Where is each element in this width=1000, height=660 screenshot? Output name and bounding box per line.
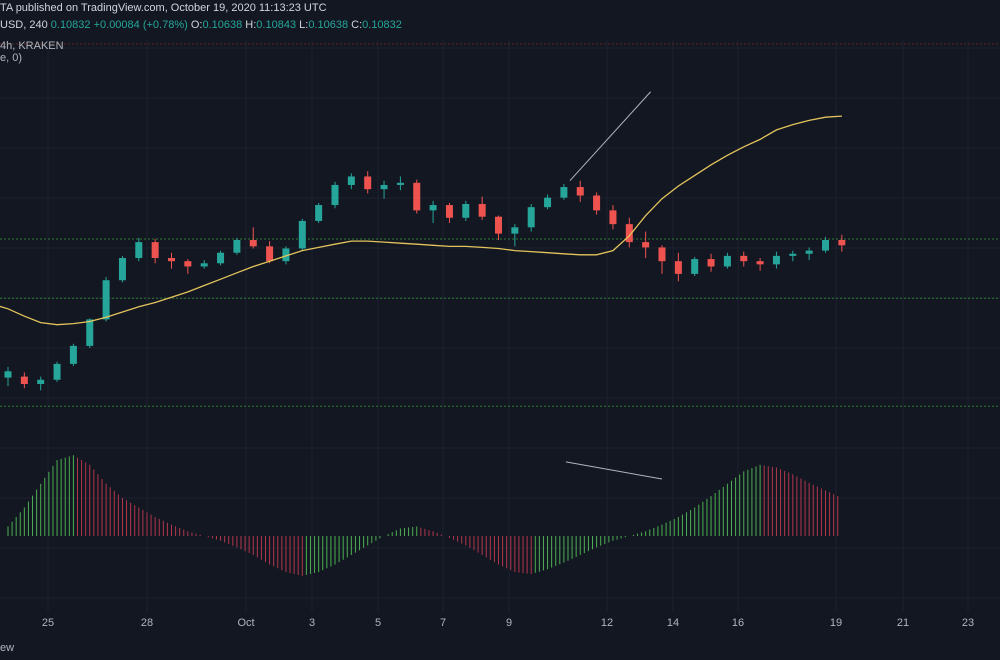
close-value: 0.10832 bbox=[362, 19, 402, 31]
candle-body bbox=[151, 242, 159, 258]
interval-exchange: 4h, KRAKEN bbox=[0, 40, 64, 52]
candle-body bbox=[740, 255, 748, 262]
candle-body bbox=[674, 261, 682, 274]
x-axis-tick-label: 16 bbox=[732, 617, 744, 629]
candle-body bbox=[707, 259, 715, 267]
ohlc-line: USD, 240 0.10832 +0.00084 (+0.78%) O:0.1… bbox=[0, 19, 402, 31]
candle-body bbox=[86, 319, 94, 346]
candle-body bbox=[838, 240, 846, 246]
candle-body bbox=[396, 182, 404, 185]
candle-body bbox=[822, 240, 829, 251]
x-axis-tick-label: 12 bbox=[601, 617, 613, 629]
candle-body bbox=[200, 263, 208, 267]
candle-body bbox=[135, 242, 143, 258]
candle-body bbox=[53, 363, 61, 380]
candle-body bbox=[445, 205, 453, 218]
candle-body bbox=[347, 176, 355, 185]
candle-body bbox=[266, 246, 274, 262]
x-axis-tick-label: 28 bbox=[141, 617, 153, 629]
candle-body bbox=[593, 195, 601, 211]
candle-body bbox=[527, 207, 535, 228]
high-value: 0.10843 bbox=[256, 19, 297, 31]
close-label: C: bbox=[351, 19, 363, 31]
candle-body bbox=[249, 240, 257, 247]
low-value: 0.10638 bbox=[308, 19, 349, 31]
candle-body bbox=[20, 376, 28, 384]
candle-body bbox=[756, 261, 764, 265]
open-value: 0.10638 bbox=[202, 19, 243, 31]
candle-body bbox=[217, 252, 225, 264]
moving-average-line bbox=[0, 115, 842, 326]
brand-watermark: ew bbox=[0, 642, 15, 654]
candle-body bbox=[298, 220, 306, 249]
x-axis-tick-label: 21 bbox=[897, 617, 909, 629]
candle-body bbox=[413, 182, 421, 211]
candle-body bbox=[102, 280, 110, 320]
candle-body bbox=[544, 197, 552, 208]
symbol-label: USD, 240 bbox=[0, 19, 48, 31]
candle-body bbox=[380, 184, 388, 190]
candle-body bbox=[168, 258, 175, 262]
candle-body bbox=[37, 379, 45, 384]
x-axis-tick-label: 3 bbox=[309, 617, 315, 629]
candle-body bbox=[315, 205, 323, 221]
candle-body bbox=[511, 227, 519, 234]
candle-body bbox=[805, 250, 813, 254]
x-axis-tick-label: Oct bbox=[237, 617, 254, 629]
indicator-params: e, 0) bbox=[0, 52, 23, 64]
publish-line: TA published on TradingView.com, October… bbox=[0, 2, 327, 14]
candle-body bbox=[691, 259, 699, 274]
price-trendline bbox=[569, 91, 652, 182]
candle-body bbox=[462, 204, 470, 218]
candle-body bbox=[772, 255, 780, 265]
candle-body bbox=[233, 240, 241, 253]
x-axis-tick-label: 19 bbox=[830, 617, 842, 629]
candle-body bbox=[69, 345, 77, 364]
candle-body bbox=[609, 210, 617, 225]
open-label: O: bbox=[190, 19, 203, 31]
x-axis-tick-label: 23 bbox=[962, 617, 974, 629]
candle-body bbox=[118, 258, 126, 281]
last-price: 0.10832 bbox=[50, 19, 91, 31]
price-change: +0.00084 (+0.78%) bbox=[93, 19, 188, 31]
x-axis-tick-label: 7 bbox=[440, 617, 446, 629]
candle-body bbox=[576, 187, 584, 196]
candle-body bbox=[478, 204, 486, 217]
candle-body bbox=[560, 187, 568, 198]
candle-body bbox=[364, 176, 372, 190]
candle-body bbox=[184, 261, 192, 267]
x-axis-tick-label: 14 bbox=[667, 617, 679, 629]
candle-body bbox=[4, 371, 12, 378]
candle-body bbox=[789, 253, 797, 256]
candle-body bbox=[429, 205, 437, 211]
high-label: H: bbox=[245, 19, 257, 31]
candle-body bbox=[331, 184, 339, 206]
x-axis-tick-label: 9 bbox=[506, 617, 512, 629]
candle-body bbox=[723, 255, 731, 267]
candle-body bbox=[282, 248, 290, 262]
candle-body bbox=[658, 247, 666, 262]
candle-body bbox=[642, 242, 650, 248]
oscillator-trendline bbox=[565, 461, 663, 480]
x-axis-tick-label: 5 bbox=[375, 617, 381, 629]
candle-body bbox=[495, 216, 502, 234]
candle-body bbox=[625, 224, 633, 243]
x-axis-tick-label: 25 bbox=[42, 617, 54, 629]
low-label: L: bbox=[299, 19, 309, 31]
